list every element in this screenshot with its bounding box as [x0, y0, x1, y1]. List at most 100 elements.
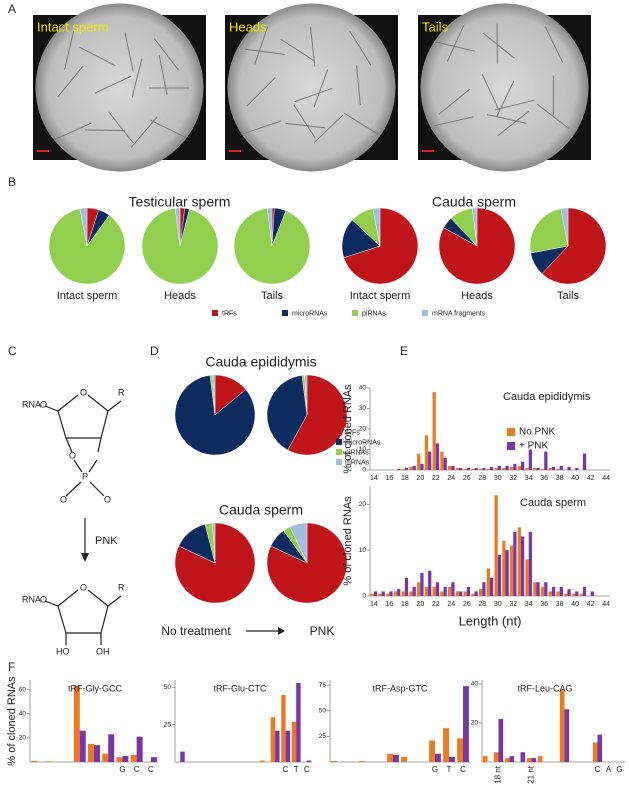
x-tick-label: A	[606, 765, 612, 774]
x-tick-label: G	[119, 765, 125, 774]
x-tick-label: 38	[556, 601, 564, 608]
y-tick-label: 75	[319, 682, 327, 689]
bar	[79, 730, 86, 762]
chem-label: R	[118, 387, 125, 397]
bar	[571, 593, 576, 596]
bar	[420, 573, 424, 596]
chem-label: RNA	[22, 399, 41, 409]
bar	[393, 591, 398, 596]
bar	[401, 591, 405, 596]
chem-label: RNA	[22, 594, 41, 604]
y-tick-label: 40	[19, 710, 27, 717]
bar	[517, 527, 521, 596]
pie-slice	[175, 207, 181, 247]
micrograph-texture	[254, 26, 269, 65]
bar	[455, 467, 460, 470]
micrograph-texture	[158, 55, 168, 95]
pie-label: Intact sperm	[57, 290, 118, 302]
panel-label: E	[400, 344, 408, 358]
pie-slice	[304, 374, 308, 416]
y-tick-label: 40	[359, 385, 367, 392]
legend-label: microRNAs	[292, 310, 328, 317]
bar	[73, 686, 80, 762]
y-axis-label: % of cloned RNAs	[342, 384, 354, 474]
pie-slice	[212, 522, 216, 564]
micrograph-texture	[245, 48, 285, 55]
bar	[281, 694, 286, 762]
bar	[505, 550, 509, 596]
bar	[432, 586, 436, 596]
bar	[548, 591, 552, 596]
chem-label: O	[40, 594, 47, 604]
bar	[544, 451, 548, 470]
micrograph-texture	[434, 116, 474, 127]
bar	[528, 449, 532, 470]
bar	[432, 392, 436, 470]
bar	[449, 756, 455, 762]
condition-arrowhead	[278, 627, 285, 635]
bar	[582, 586, 587, 596]
x-tick-label: C	[460, 765, 466, 774]
bar	[502, 541, 506, 596]
bar	[440, 591, 444, 596]
chem-label: P	[82, 471, 88, 481]
legend-label: tRFs	[222, 310, 237, 317]
x-tick-label: 26	[463, 601, 471, 608]
micrograph-texture	[84, 129, 125, 132]
legend-swatch	[422, 310, 428, 316]
micrograph-texture	[497, 110, 530, 137]
micrograph-texture	[438, 88, 471, 115]
bar	[448, 465, 452, 470]
pie-slice	[266, 375, 308, 451]
condition-label: No treatment	[161, 624, 231, 638]
micrograph-texture	[150, 119, 187, 139]
bar	[494, 467, 498, 470]
bar	[525, 559, 529, 596]
chart-title: Cauda sperm	[520, 497, 586, 509]
bar	[116, 757, 123, 762]
bar	[471, 468, 475, 470]
chart-title: tRF-Glu-CTC	[214, 683, 267, 693]
micrograph-field	[420, 3, 589, 172]
bar	[306, 760, 312, 762]
legend-label: mRNA fragments	[432, 310, 486, 317]
bar	[590, 591, 594, 596]
bar	[381, 591, 385, 596]
micrograph-texture	[481, 73, 500, 111]
y-tick-label: 20	[359, 426, 367, 433]
bar	[536, 467, 540, 470]
bar	[498, 719, 504, 762]
pie-slice	[174, 375, 256, 456]
bar	[559, 586, 563, 596]
bar	[180, 751, 185, 762]
bar	[575, 591, 579, 596]
bar	[404, 467, 409, 470]
bar	[463, 591, 467, 596]
bar	[435, 443, 440, 470]
bar	[108, 734, 115, 762]
micrograph-texture	[131, 58, 143, 98]
legend-swatch	[507, 442, 515, 450]
pie-slice	[472, 207, 478, 247]
y-tick-label: 0	[362, 593, 366, 600]
panel-label: C	[8, 344, 17, 358]
micrograph-texture	[108, 111, 134, 144]
bar	[559, 689, 565, 762]
bar	[592, 742, 598, 762]
bar	[393, 754, 399, 762]
micrograph-texture	[537, 103, 570, 130]
x-tick-label: 44	[602, 475, 610, 482]
bar	[528, 531, 532, 596]
bar	[424, 586, 429, 596]
bar	[544, 582, 548, 596]
y-tick-label: 25	[319, 733, 327, 740]
legend-swatch	[336, 459, 342, 465]
x-tick-label: 14	[370, 601, 378, 608]
pie-label: Heads	[164, 290, 196, 302]
bar	[428, 451, 432, 470]
bar	[463, 468, 467, 470]
y-tick-label: 20	[19, 735, 27, 742]
bar	[537, 756, 543, 762]
micrograph-texture	[435, 41, 475, 52]
bar	[285, 730, 291, 762]
